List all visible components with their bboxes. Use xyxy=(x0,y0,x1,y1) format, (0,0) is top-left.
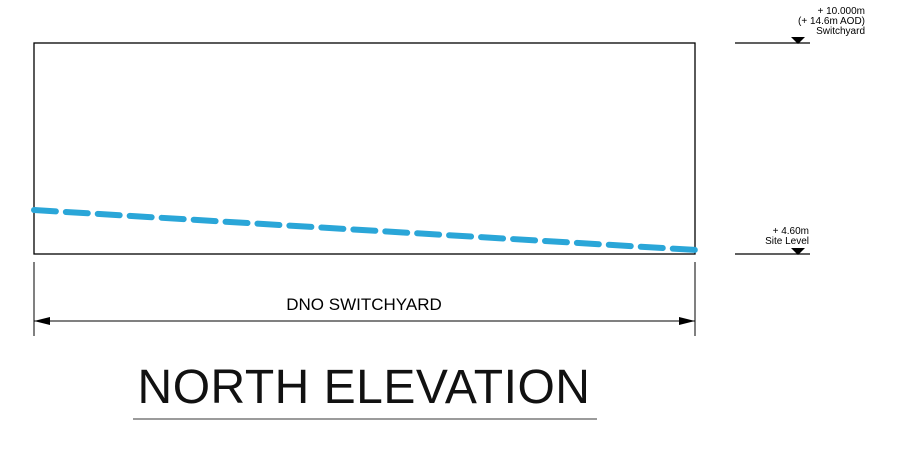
drawing-title: NORTH ELEVATION xyxy=(138,361,591,414)
top-level-name: Switchyard xyxy=(816,26,865,37)
site-level-value: + 4.60m xyxy=(773,226,809,237)
dimension-arrow-left-icon xyxy=(34,317,50,325)
top-level-value: + 10.000m xyxy=(817,6,865,17)
dimension-arrow-right-icon xyxy=(679,317,695,325)
switchyard-outline xyxy=(33,42,696,255)
ground-profile-line xyxy=(31,207,699,253)
dimension-label: DNO SWITCHYARD xyxy=(286,295,442,314)
top-level-marker-icon xyxy=(791,37,805,44)
top-level-aod: (+ 14.6m AOD) xyxy=(798,16,865,27)
site-level-name: Site Level xyxy=(765,236,809,247)
site-level-marker-icon xyxy=(791,248,805,255)
